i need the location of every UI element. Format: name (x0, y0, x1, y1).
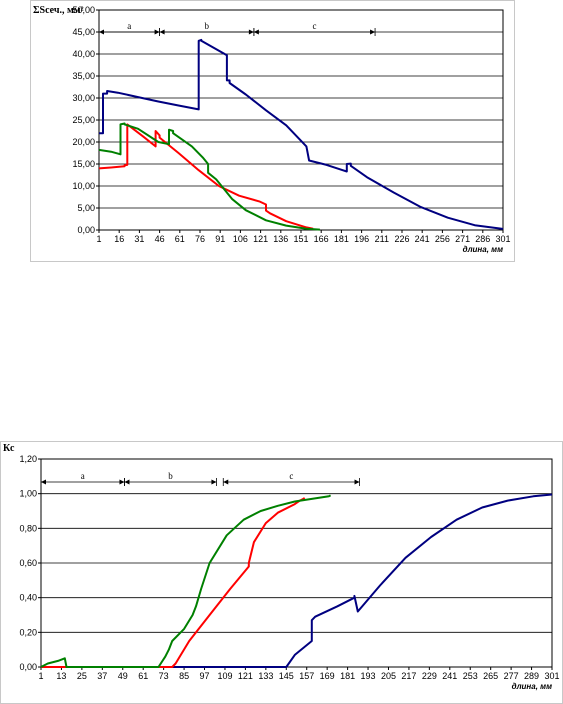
y-axis-label: Кс (3, 443, 15, 454)
x-tick-label: 91 (215, 234, 225, 244)
x-tick-label: 46 (155, 234, 165, 244)
series-line (40, 494, 332, 668)
x-tick-label: 157 (299, 671, 314, 681)
zone-arrow-head-left (253, 29, 259, 35)
x-tick-label: 97 (200, 671, 210, 681)
zone-arrow-head-right (154, 29, 160, 35)
x-tick-label: 205 (381, 671, 396, 681)
zone-arrow-head-left (41, 479, 46, 485)
y-tick-label: 0,00 (77, 225, 95, 235)
x-tick-label: 181 (340, 671, 355, 681)
x-tick-label: 133 (258, 671, 273, 681)
series-line (99, 38, 504, 231)
y-tick-label: 35,00 (72, 71, 95, 81)
x-tick-label: 226 (394, 234, 409, 244)
zone-arrow-head-left (159, 29, 165, 35)
x-tick-label: 151 (293, 234, 308, 244)
x-tick-label: 166 (314, 234, 329, 244)
x-tick-label: 13 (56, 671, 66, 681)
x-tick-label: 196 (354, 234, 369, 244)
zone-arrow-head-left (99, 29, 104, 35)
coefficient-plot: 0,00 0,20 0,40 0,60 0,80 1,00 1,20 1 13 25 37 49 61 7… (3, 443, 560, 691)
cross-section-area-plot: 0,00 5,00 10,00 15,00 20,00 25,00 30,00 35,00 40… (33, 5, 511, 254)
x-tick-label: 73 (159, 671, 169, 681)
x-tick-label: 289 (524, 671, 539, 681)
y-tick-label: 10,00 (72, 181, 95, 191)
x-axis-label: длина, мм (463, 245, 503, 254)
x-tick-label: 31 (134, 234, 144, 244)
x-tick-label: 256 (435, 234, 450, 244)
zone-arrow-head-right (119, 479, 125, 485)
y-tick-label: 30,00 (72, 93, 95, 103)
x-tick-label: 241 (442, 671, 457, 681)
x-tick-label: 271 (455, 234, 470, 244)
x-tick-label: 253 (463, 671, 478, 681)
x-axis-label: длина, мм (512, 682, 552, 691)
zone-label: c (312, 21, 316, 31)
x-tick-label: 229 (422, 671, 437, 681)
x-tick-label: 217 (401, 671, 416, 681)
x-tick-label: 145 (279, 671, 294, 681)
x-tick-label: 37 (97, 671, 107, 681)
zone-arrow-head-left (124, 479, 130, 485)
x-tick-label: 241 (415, 234, 430, 244)
zone-label: a (81, 471, 85, 481)
x-tick-label: 301 (544, 671, 559, 681)
series-line (41, 497, 306, 668)
y-tick-label: 0,80 (19, 523, 37, 533)
zone-arrow-head-right (354, 479, 360, 485)
x-tick-label: 61 (175, 234, 185, 244)
x-tick-label: 106 (233, 234, 248, 244)
x-tick-label: 76 (195, 234, 205, 244)
x-tick-label: 181 (334, 234, 349, 244)
x-tick-label: 211 (375, 234, 389, 244)
coefficient-chart: 0,00 0,20 0,40 0,60 0,80 1,00 1,20 1 13 25 37 49 61 7… (0, 441, 563, 704)
zone-arrow-head-right (248, 29, 254, 35)
zone-arrow-head-right (211, 479, 217, 485)
y-tick-label: 50,00 (72, 5, 95, 15)
x-tick-label: 16 (114, 234, 124, 244)
zone-label: a (127, 21, 131, 31)
x-tick-label: 265 (483, 671, 498, 681)
x-tick-label: 301 (495, 234, 510, 244)
zone-arrow-head-left (223, 479, 229, 485)
zone-label: b (204, 21, 209, 31)
x-tick-label: 121 (238, 671, 253, 681)
x-tick-label: 277 (504, 671, 519, 681)
x-tick-label: 1 (96, 234, 101, 244)
y-tick-label: 1,20 (19, 454, 37, 464)
x-tick-label: 85 (179, 671, 189, 681)
series-line (41, 493, 553, 668)
x-tick-label: 25 (77, 671, 87, 681)
x-tick-label: 1 (38, 671, 43, 681)
y-tick-label: 15,00 (72, 159, 95, 169)
y-tick-label: 0,60 (19, 558, 37, 568)
cross-section-area-chart: 0,00 5,00 10,00 15,00 20,00 25,00 30,00 35,00 40… (30, 0, 515, 262)
zone-label: c (289, 471, 293, 481)
x-tick-label: 286 (475, 234, 490, 244)
series-line (98, 122, 320, 231)
x-tick-label: 121 (253, 234, 268, 244)
series-line (98, 123, 314, 230)
zone-arrow-head-right (370, 29, 376, 35)
y-tick-label: 0,40 (19, 593, 37, 603)
y-tick-label: 0,20 (19, 627, 37, 637)
zone-label: b (168, 471, 173, 481)
x-tick-label: 193 (361, 671, 376, 681)
x-tick-label: 61 (138, 671, 148, 681)
y-tick-label: 40,00 (72, 49, 95, 59)
y-axis-label: ΣSсеч., мм² (33, 5, 84, 16)
y-tick-label: 1,00 (19, 489, 37, 499)
x-tick-label: 49 (118, 671, 128, 681)
y-tick-label: 0,00 (19, 662, 37, 672)
y-tick-label: 20,00 (72, 137, 95, 147)
x-tick-label: 169 (320, 671, 335, 681)
y-tick-label: 45,00 (72, 27, 95, 37)
y-tick-label: 5,00 (77, 203, 95, 213)
x-tick-label: 109 (217, 671, 232, 681)
x-tick-label: 136 (273, 234, 288, 244)
y-tick-label: 25,00 (72, 115, 95, 125)
